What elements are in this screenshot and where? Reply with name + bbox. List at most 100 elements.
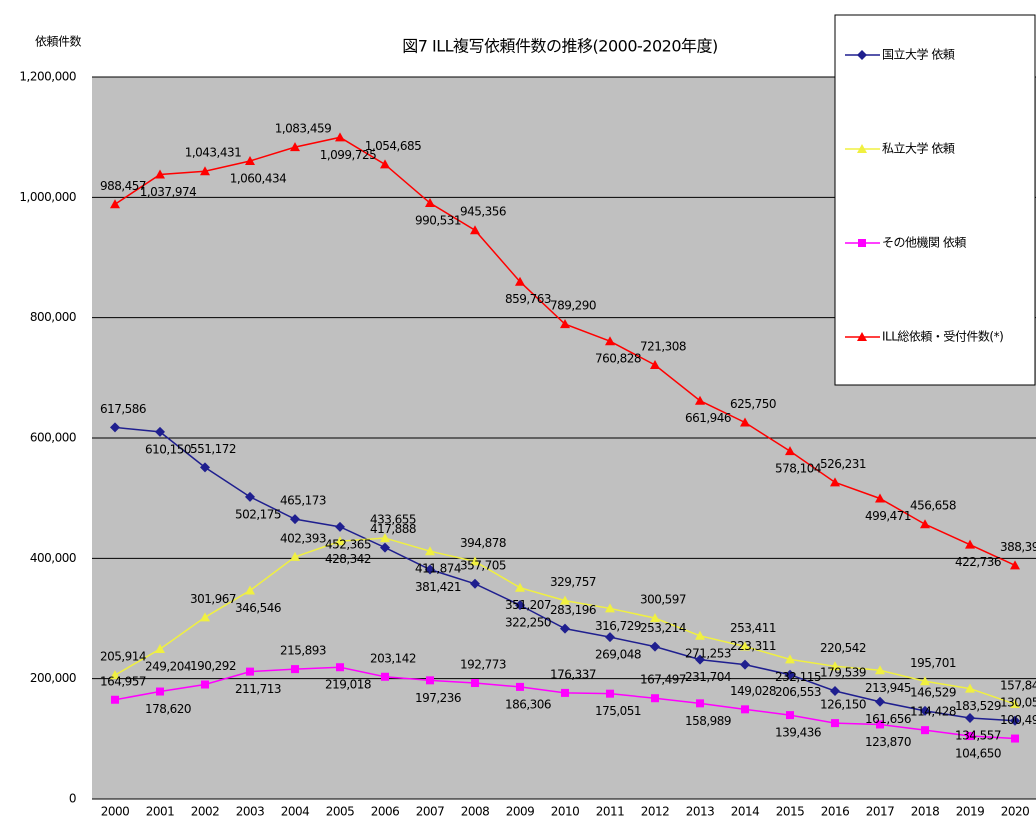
marker [291, 665, 299, 674]
data-label: 316,729 [595, 619, 641, 633]
data-label: 269,048 [595, 648, 641, 662]
data-label: 1,060,434 [230, 171, 287, 185]
marker [605, 336, 615, 346]
marker [920, 519, 930, 529]
marker [425, 546, 435, 556]
data-label: 192,773 [460, 658, 506, 672]
marker [110, 422, 120, 433]
x-tick-label: 2006 [371, 805, 400, 819]
marker [290, 142, 300, 152]
marker [1010, 715, 1020, 726]
marker [380, 533, 390, 543]
marker [740, 659, 750, 670]
data-label: 456,658 [910, 499, 956, 513]
marker [740, 417, 750, 427]
marker [155, 169, 165, 179]
marker [785, 669, 795, 680]
marker [470, 225, 480, 235]
data-label: 186,306 [505, 697, 551, 711]
marker [426, 676, 434, 685]
x-tick-label: 2013 [686, 805, 715, 819]
marker [875, 696, 885, 707]
data-label: 271,253 [685, 646, 731, 660]
data-label: 322,250 [505, 616, 551, 630]
data-label: 195,701 [910, 656, 956, 670]
marker [516, 682, 524, 691]
data-label: 301,967 [190, 592, 236, 606]
data-label: 139,436 [775, 726, 821, 740]
data-label: 351,207 [505, 598, 551, 612]
marker [831, 719, 839, 728]
marker [695, 654, 705, 665]
data-label: 578,104 [775, 462, 821, 476]
data-label: 617,586 [100, 402, 146, 416]
data-label: 231,704 [685, 670, 731, 684]
marker [336, 663, 344, 672]
marker [920, 705, 930, 716]
data-label: 428,342 [325, 552, 371, 566]
data-label: 402,393 [280, 531, 326, 545]
data-label: 1,043,431 [185, 146, 242, 160]
data-label: 452,365 [325, 537, 371, 551]
data-label: 1,054,685 [365, 139, 422, 153]
marker [830, 477, 840, 487]
marker [857, 50, 867, 60]
marker [830, 685, 840, 696]
data-label: 161,656 [865, 712, 911, 726]
marker [560, 595, 570, 605]
legend-label: 国立大学 依頼 [882, 47, 955, 62]
marker [740, 641, 750, 651]
data-label: 213,945 [865, 681, 911, 695]
marker [470, 578, 480, 589]
x-tick-label: 2005 [326, 805, 355, 819]
data-label: 300,597 [640, 593, 686, 607]
marker [1010, 699, 1020, 709]
marker [786, 711, 794, 720]
data-label: 183,529 [955, 699, 1001, 713]
marker [245, 155, 255, 165]
data-label: 346,546 [235, 601, 281, 615]
data-label: 134,557 [955, 729, 1001, 743]
x-tick-label: 2018 [911, 805, 940, 819]
legend-label: ILL総依頼・受付件数(*) [882, 329, 1003, 344]
marker [920, 676, 930, 686]
x-tick-label: 2008 [461, 805, 490, 819]
data-label: 433,655 [370, 513, 416, 527]
data-label: 197,236 [415, 691, 461, 705]
data-label: 945,356 [460, 205, 506, 219]
marker [156, 687, 164, 696]
data-label: 206,553 [775, 685, 821, 699]
marker [561, 688, 569, 697]
marker [111, 695, 119, 704]
data-label: 721,308 [640, 340, 686, 354]
data-label: 219,018 [325, 678, 371, 692]
y-axis-label: 依頼件数 [35, 34, 82, 49]
x-tick-label: 2002 [191, 805, 220, 819]
data-label: 114,428 [910, 705, 956, 719]
x-tick-label: 2014 [731, 805, 760, 819]
data-label: 215,893 [280, 644, 326, 658]
data-label: 123,870 [865, 735, 911, 749]
marker [921, 726, 929, 735]
marker [515, 600, 525, 611]
data-label: 381,421 [415, 580, 461, 594]
marker [1011, 734, 1019, 743]
marker [290, 514, 300, 525]
data-label: 417,888 [370, 522, 416, 536]
marker [605, 603, 615, 613]
data-label: 232,115 [775, 670, 821, 684]
data-label: 661,946 [685, 411, 731, 425]
data-label: 158,989 [685, 714, 731, 728]
marker [290, 551, 300, 561]
data-label: 388,390 [1000, 540, 1036, 554]
marker [425, 564, 435, 575]
data-label: 1,083,459 [275, 122, 332, 136]
chart-title: 図7 ILL複写依頼件数の推移(2000-2020年度) [402, 37, 718, 56]
data-label: 988,457 [100, 179, 146, 193]
x-tick-label: 2015 [776, 805, 805, 819]
marker [515, 276, 525, 286]
marker [110, 670, 120, 680]
data-label: 164,957 [100, 674, 146, 688]
